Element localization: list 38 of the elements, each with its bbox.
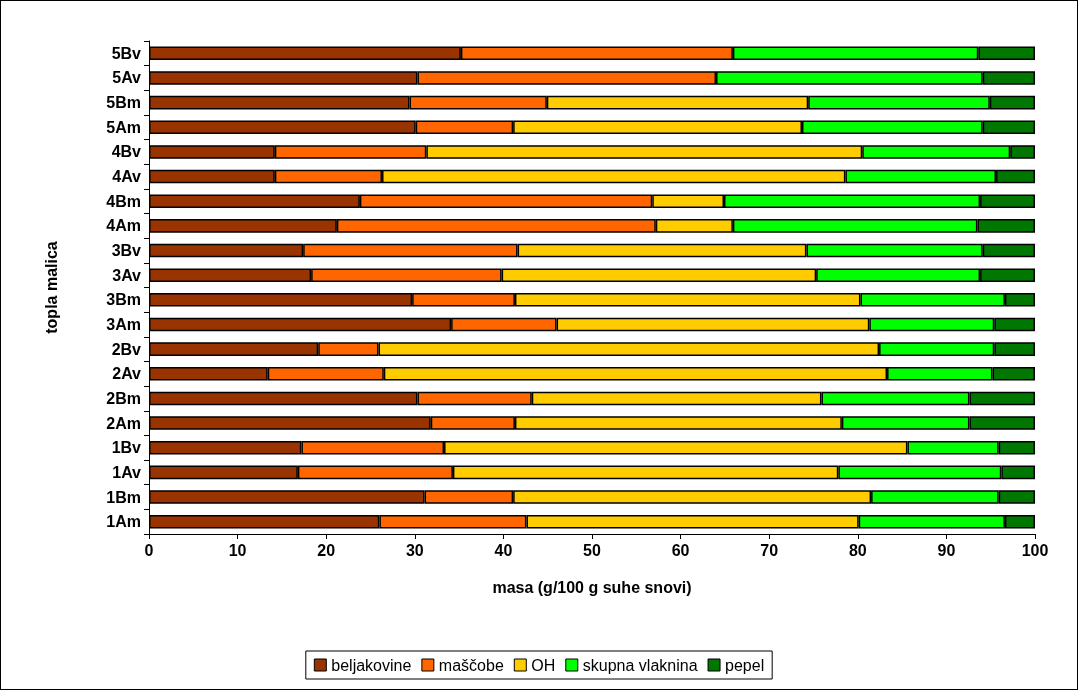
y-tick-label: 1Am	[106, 513, 141, 531]
y-tick-label: 3Av	[112, 266, 142, 284]
x-tick-label: 100	[1021, 541, 1049, 559]
x-axis-title: masa (g/100 g suhe snovi)	[492, 578, 692, 596]
y-tick-label: 5Am	[106, 118, 141, 136]
x-tick-label: 0	[144, 541, 154, 559]
y-tick-label: 1Bm	[106, 488, 141, 506]
legend-label: OH	[531, 656, 556, 674]
y-tick-label: 5Av	[112, 69, 142, 87]
y-tick-label: 4Bm	[106, 192, 141, 210]
x-tick-label: 30	[405, 541, 424, 559]
y-tick-label: 3Bm	[106, 291, 141, 309]
y-axis-title: topla malica	[42, 241, 60, 334]
y-tick-label: 5Bm	[106, 94, 141, 112]
y-tick-label: 1Bv	[111, 439, 142, 457]
y-tick-label: 2Am	[106, 414, 141, 432]
x-tick-label: 50	[583, 541, 601, 559]
y-tick-label: 3Bv	[111, 242, 142, 260]
y-tick-label: 4Am	[106, 217, 141, 235]
y-tick-label: 5Bv	[111, 44, 142, 62]
y-tick-label: 1Av	[112, 463, 142, 481]
y-tick-label: 3Am	[106, 315, 141, 333]
legend-label: skupna vlaknina	[582, 656, 698, 674]
legend-label: maščobe	[438, 656, 504, 674]
x-tick-label: 10	[228, 541, 247, 559]
y-tick-label: 2Av	[112, 365, 142, 383]
x-tick-label: 20	[317, 541, 336, 559]
x-tick-label: 40	[494, 541, 513, 559]
y-tick-label: 2Bv	[111, 340, 142, 358]
x-tick-label: 90	[937, 541, 956, 559]
legend-label: beljakovine	[331, 656, 412, 674]
x-tick-label: 80	[848, 541, 867, 559]
y-tick-label: 4Av	[112, 168, 142, 186]
x-tick-label: 70	[760, 541, 779, 559]
y-tick-label: 4Bv	[111, 143, 142, 161]
y-tick-label: 2Bm	[106, 389, 141, 407]
legend-label: pepel	[725, 656, 765, 674]
x-tick-label: 60	[671, 541, 690, 559]
